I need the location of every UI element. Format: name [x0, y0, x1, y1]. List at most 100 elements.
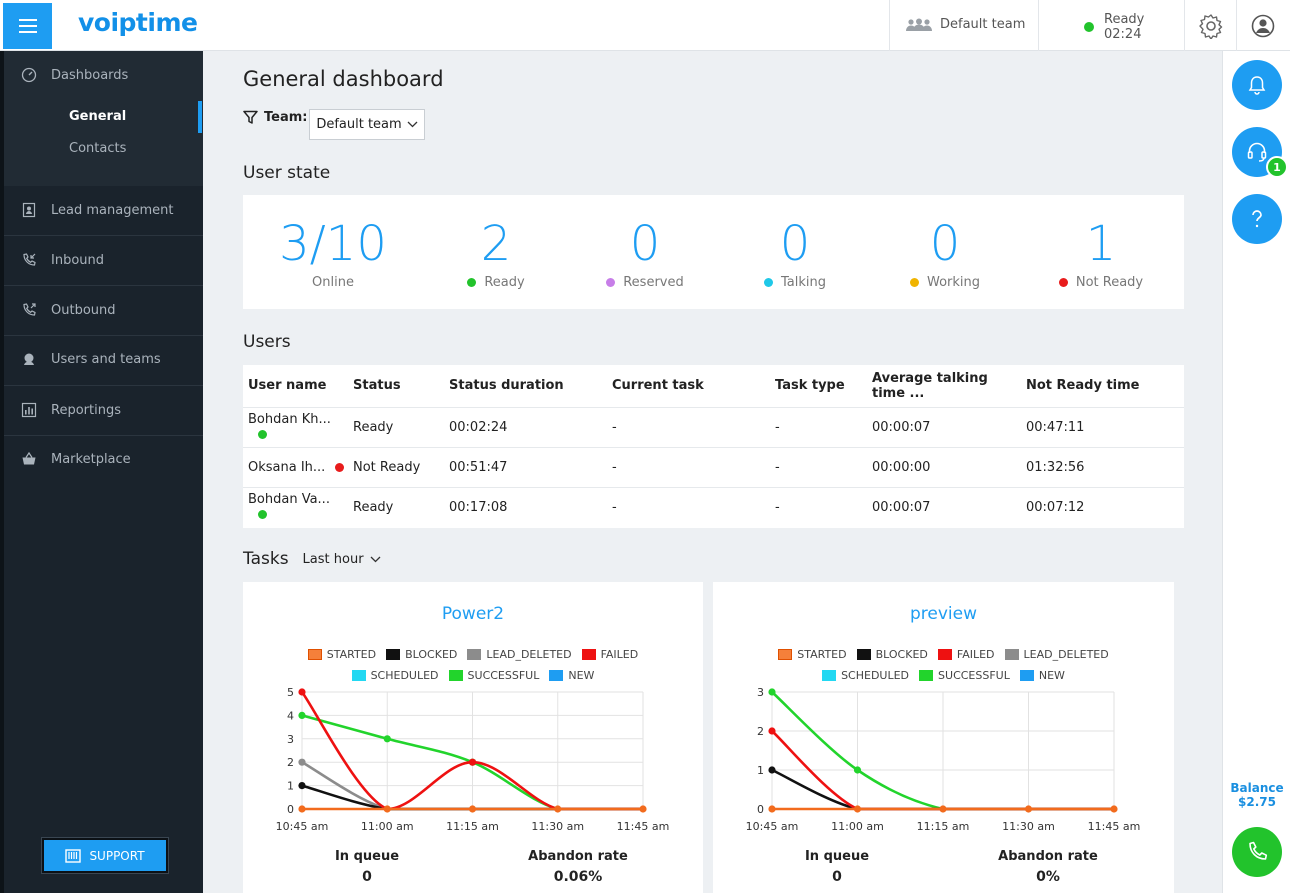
column-header[interactable]: Not Ready time [1026, 378, 1140, 394]
cell-duration: 00:02:24 [444, 406, 607, 447]
legend-label: FAILED [956, 648, 995, 661]
column-header[interactable]: Average talking time ... [872, 370, 988, 401]
column-header[interactable]: Status duration [449, 378, 564, 394]
legend-item[interactable]: FAILED [581, 648, 639, 661]
sidebar-subitem-general[interactable]: General [69, 109, 127, 124]
legend-item[interactable]: LEAD_DELETED [1004, 648, 1109, 661]
state-dot [606, 278, 616, 287]
y-tick-label: 3 [287, 733, 294, 746]
tasks-period-select[interactable]: Last hour [303, 552, 381, 567]
sidebar-subitem-contacts[interactable]: Contacts [69, 141, 127, 156]
status-timer: 02:24 [1104, 27, 1142, 42]
legend-label: SCHEDULED [841, 669, 910, 682]
sidebar-item-marketplace[interactable]: Marketplace [21, 451, 131, 467]
user-state-label: Talking [720, 275, 870, 290]
help-button[interactable] [1232, 194, 1282, 244]
sidebar-item-reportings[interactable]: Reportings [21, 402, 121, 418]
data-point[interactable] [554, 805, 562, 813]
user-state-heading: User state [243, 163, 331, 183]
legend-item[interactable]: SCHEDULED [822, 669, 909, 682]
balance-value: $2.75 [1238, 795, 1276, 809]
table-row[interactable]: Oksana Ih... Not Ready 00:51:47- -00:00:00 0… [243, 446, 1184, 487]
legend-item[interactable]: SUCCESSFUL [919, 669, 1010, 682]
series-blocked [768, 766, 1114, 811]
hamburger-menu-button[interactable] [3, 3, 52, 49]
legend-item[interactable]: STARTED [307, 648, 376, 661]
data-point[interactable] [298, 711, 306, 719]
data-point[interactable] [939, 805, 947, 813]
table-row[interactable]: Bohdan Va... Ready 00:17:08- -00:00:07 00:07… [243, 486, 1184, 527]
legend-item[interactable]: SUCCESSFUL [448, 669, 540, 682]
legend-item[interactable]: BLOCKED [386, 648, 457, 661]
data-point[interactable] [383, 735, 391, 743]
column-header[interactable]: Current task [612, 378, 704, 394]
legend-label: FAILED [600, 648, 639, 661]
table-row[interactable]: Bohdan Kh... Ready 00:02:24- -00:00:07 00:47… [243, 406, 1184, 447]
sidebar-item-outbound[interactable]: Outbound [21, 302, 116, 318]
data-point[interactable] [853, 766, 862, 774]
cell-type: - [770, 486, 867, 527]
legend-label: SCHEDULED [370, 669, 439, 682]
data-point[interactable] [768, 727, 776, 735]
sidebar-item-users-and-teams[interactable]: Users and teams [21, 351, 161, 367]
data-point[interactable] [383, 805, 391, 813]
data-point[interactable] [468, 805, 477, 813]
cell-duration: 00:17:08 [444, 486, 607, 527]
data-point[interactable] [298, 758, 306, 766]
data-point[interactable] [639, 805, 647, 813]
cell-task: - [607, 446, 770, 487]
data-point[interactable] [298, 688, 306, 696]
x-tick-label: 11:00 am [361, 820, 414, 833]
divider [4, 235, 203, 236]
cell-name: Bohdan Va... [243, 486, 348, 527]
legend-swatch [386, 649, 401, 660]
legend-item[interactable]: SCHEDULED [351, 669, 439, 682]
data-point[interactable] [468, 758, 477, 766]
column-header[interactable]: User name [248, 378, 327, 394]
data-point[interactable] [853, 805, 862, 813]
divider [4, 335, 203, 336]
data-point[interactable] [768, 805, 776, 813]
notifications-button[interactable] [1232, 60, 1282, 110]
column-header[interactable]: Status [353, 378, 401, 394]
status-dot [335, 462, 345, 472]
user-profile-icon[interactable] [1250, 13, 1276, 39]
user-state-talking: 0 Talking [720, 215, 870, 290]
user-state-count: 0 [779, 216, 811, 272]
data-point[interactable] [298, 805, 306, 813]
outbound-call-icon [23, 303, 36, 316]
user-state-working: 0 Working [870, 215, 1020, 290]
data-point[interactable] [768, 688, 776, 696]
state-dot [467, 278, 477, 287]
y-tick-label: 1 [757, 764, 764, 777]
user-state-count: 0 [629, 216, 661, 272]
legend-item[interactable]: STARTED [778, 648, 847, 661]
x-tick-label: 11:30 am [1002, 820, 1055, 833]
data-point[interactable] [1024, 805, 1033, 813]
app-logo[interactable]: voiptime [78, 8, 198, 37]
phone-call-button[interactable] [1232, 827, 1282, 877]
data-point[interactable] [1110, 805, 1118, 813]
legend-item[interactable]: NEW [549, 669, 594, 682]
tasks-period-value: Last hour [302, 551, 364, 567]
legend-item[interactable]: NEW [1019, 669, 1065, 682]
data-point[interactable] [768, 766, 776, 774]
legend-label: SUCCESSFUL [467, 669, 540, 682]
legend-swatch [778, 649, 793, 660]
support-button[interactable]: SUPPORT [41, 837, 169, 874]
sidebar-item-inbound[interactable]: Inbound [21, 252, 104, 268]
sidebar-item-dashboards[interactable]: Dashboards [21, 67, 128, 83]
column-header[interactable]: Task type [775, 378, 845, 394]
team-select[interactable]: Default team [309, 109, 425, 140]
cell-status: Ready [348, 406, 444, 447]
sidebar-item-lead-management[interactable]: Lead management [21, 202, 173, 218]
settings-gear-icon[interactable] [1198, 13, 1224, 39]
legend-label: NEW [568, 669, 595, 682]
team-indicator[interactable]: Default team [906, 17, 1025, 32]
data-point[interactable] [298, 782, 306, 790]
agent-status[interactable]: Ready 02:24 [1084, 12, 1144, 42]
legend-swatch [856, 649, 871, 660]
legend-item[interactable]: BLOCKED [856, 648, 928, 661]
legend-item[interactable]: FAILED [937, 648, 995, 661]
legend-item[interactable]: LEAD_DELETED [467, 648, 572, 661]
